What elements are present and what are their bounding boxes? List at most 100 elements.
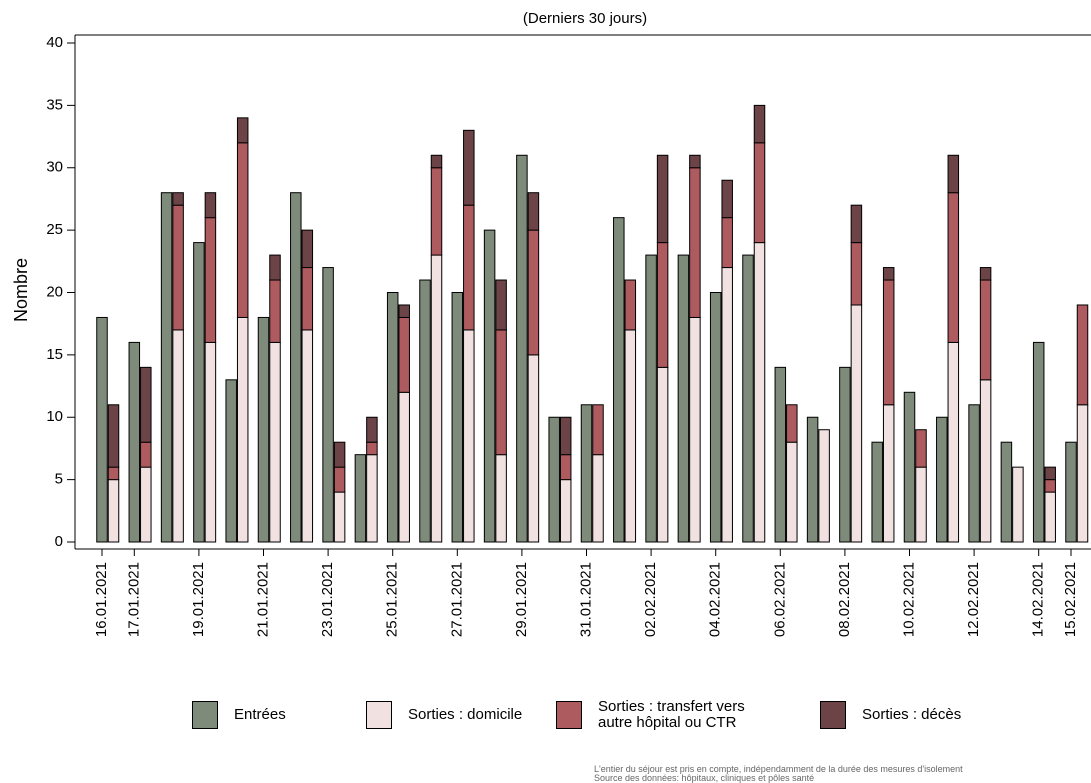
bar-segment bbox=[1044, 491, 1056, 543]
bar-segment bbox=[721, 267, 733, 543]
bar-entrees bbox=[806, 416, 819, 543]
bar-entrees bbox=[871, 441, 883, 543]
bar-segment bbox=[753, 142, 766, 244]
x-tick-label: 15.02.2021 bbox=[1062, 562, 1079, 637]
bar-segment bbox=[947, 192, 960, 343]
footnote: Source des données: hôpitaux, cliniques … bbox=[594, 773, 815, 783]
bar-segment bbox=[236, 316, 249, 543]
bar-segment bbox=[1044, 479, 1056, 493]
bar-segment bbox=[236, 117, 249, 144]
footnote: L'entier du séjour est pris en compte, i… bbox=[594, 764, 963, 774]
bar-segment bbox=[430, 154, 443, 169]
bar-segment bbox=[818, 429, 830, 543]
bar-entrees bbox=[419, 279, 431, 543]
bar-segment bbox=[236, 142, 249, 318]
bar-segment bbox=[882, 267, 895, 281]
bar-segment bbox=[333, 441, 346, 468]
bar-segment bbox=[850, 204, 863, 244]
bar-segment bbox=[656, 154, 669, 244]
legend-label: Sorties : domicile bbox=[408, 706, 523, 723]
bar-segment bbox=[947, 341, 960, 543]
bar-entrees bbox=[1032, 341, 1045, 543]
x-tick-label: 31.01.2021 bbox=[577, 562, 594, 637]
bar-segment bbox=[1012, 466, 1024, 543]
legend-swatch bbox=[820, 701, 846, 729]
legend-item: Entrées bbox=[192, 695, 286, 735]
bar-segment bbox=[753, 104, 766, 144]
bar-segment bbox=[882, 404, 895, 543]
x-tick-label: 27.01.2021 bbox=[448, 562, 465, 637]
bar-segment bbox=[882, 279, 895, 406]
bar-segment bbox=[689, 167, 701, 318]
bar-segment bbox=[463, 204, 475, 331]
bar-entrees bbox=[839, 366, 851, 543]
bar-segment bbox=[398, 391, 410, 543]
bar-segment bbox=[463, 129, 475, 206]
bar-segment bbox=[269, 341, 281, 543]
bar-entrees bbox=[128, 341, 141, 543]
bar-segment bbox=[398, 316, 410, 393]
bar-segment bbox=[592, 404, 604, 456]
y-tick-label: 0 bbox=[55, 533, 63, 550]
bar-entrees bbox=[1000, 441, 1013, 543]
bar-entrees bbox=[936, 416, 948, 543]
bar-segment bbox=[204, 217, 217, 343]
bar-entrees bbox=[548, 416, 560, 543]
bar-segment bbox=[140, 366, 152, 443]
x-tick-label: 02.02.2021 bbox=[642, 562, 659, 637]
bar-segment bbox=[527, 229, 540, 356]
bar-segment bbox=[172, 329, 184, 543]
x-tick-label: 14.02.2021 bbox=[1030, 562, 1047, 637]
bar-entrees bbox=[322, 267, 334, 543]
y-tick-label: 5 bbox=[55, 471, 63, 488]
bar-segment bbox=[624, 329, 637, 543]
bar-segment bbox=[430, 167, 443, 256]
x-tick-label: 16.01.2021 bbox=[93, 562, 110, 637]
x-tick-label: 06.02.2021 bbox=[771, 562, 788, 637]
y-tick-label: 35 bbox=[46, 96, 63, 113]
bar-entrees bbox=[580, 404, 593, 543]
bar-entrees bbox=[386, 292, 399, 543]
bar-segment bbox=[333, 491, 346, 543]
x-tick-label: 21.01.2021 bbox=[254, 562, 271, 637]
x-tick-label: 23.01.2021 bbox=[319, 562, 336, 637]
bar-segment bbox=[333, 466, 346, 493]
bar-segment bbox=[753, 242, 766, 543]
y-tick-label: 10 bbox=[46, 408, 63, 425]
legend-label: Sorties : décès bbox=[862, 706, 962, 723]
bar-segment bbox=[301, 329, 314, 543]
y-tick-label: 40 bbox=[46, 34, 63, 51]
legend-label: Entrées bbox=[234, 706, 286, 723]
bar-segment bbox=[624, 279, 637, 331]
bar-segment bbox=[366, 454, 378, 543]
bar-segment bbox=[107, 466, 120, 481]
bar-segment bbox=[947, 154, 960, 194]
chart: (Derniers 30 jours) Nombre 0 5 10 15 20 25 30 3… bbox=[11, 10, 1091, 637]
bar-segment bbox=[915, 466, 927, 543]
bar-segment bbox=[398, 304, 410, 318]
bar-segment bbox=[786, 441, 798, 543]
bar-entrees bbox=[742, 254, 754, 543]
bar-segment bbox=[495, 454, 507, 543]
bar-segment bbox=[527, 354, 540, 543]
bar-entrees bbox=[290, 192, 302, 543]
bar-segment bbox=[527, 192, 540, 231]
bar-segment bbox=[495, 279, 507, 331]
chart-title: (Derniers 30 jours) bbox=[523, 10, 647, 27]
legend: Entrées Sorties : domicile Sorties : trans… bbox=[0, 695, 1091, 735]
bar-segment bbox=[850, 304, 863, 543]
bar-segment bbox=[366, 416, 378, 443]
x-tick-label: 12.02.2021 bbox=[965, 562, 982, 637]
bar-segment bbox=[979, 379, 992, 543]
bar-segment bbox=[689, 154, 701, 169]
bar-segment bbox=[366, 441, 378, 456]
bar-segment bbox=[140, 466, 152, 543]
bar-segment bbox=[850, 242, 863, 306]
bar-segment bbox=[786, 404, 798, 443]
bar-entrees bbox=[645, 254, 657, 543]
footnotes: L'entier du séjour est pris en compte, i… bbox=[594, 765, 963, 783]
legend-swatch bbox=[366, 701, 392, 729]
bar-segment bbox=[204, 341, 217, 543]
x-tick-label: 10.02.2021 bbox=[900, 562, 917, 637]
